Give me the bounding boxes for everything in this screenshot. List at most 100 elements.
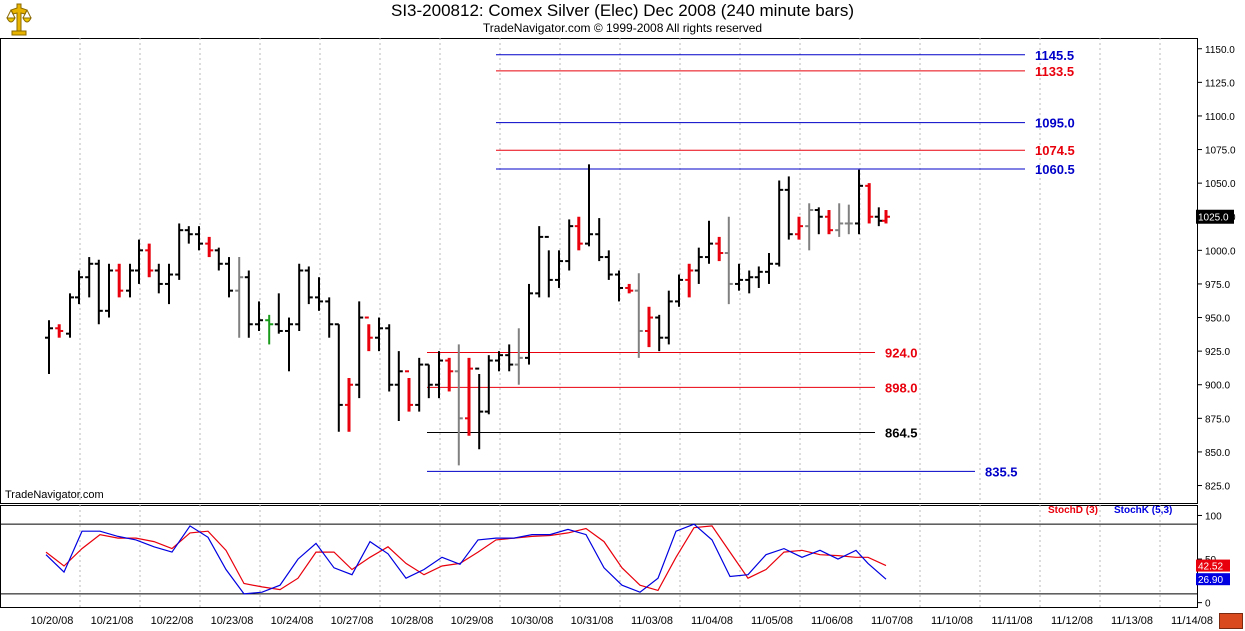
ohlc-bar xyxy=(135,239,143,284)
level-label: 1060.5 xyxy=(1035,162,1075,177)
stoch-last-value-box xyxy=(1196,559,1230,572)
ohlc-bar xyxy=(85,257,94,298)
date-tick-label: 11/10/08 xyxy=(931,615,973,627)
ohlc-bar xyxy=(66,293,74,338)
stoch-axis-label: 0 xyxy=(1205,599,1211,610)
price-axis-label: 1050.0 xyxy=(1205,179,1236,190)
chart-title: SI3-200812: Comex Silver (Elec) Dec 2008… xyxy=(391,1,854,20)
ohlc-bar xyxy=(126,263,134,298)
scroll-right-button[interactable] xyxy=(1219,613,1243,629)
ohlc-bar xyxy=(784,176,793,240)
stoch-series-line xyxy=(45,523,887,595)
stoch-last-value-box xyxy=(1196,573,1230,586)
price-axis: 825.0 850.0 875.0 900.0 925.0 950.0 975.0 1000.… xyxy=(1196,45,1236,493)
ohlc-bar xyxy=(835,203,844,237)
ohlc-bar xyxy=(604,250,613,280)
ohlc-bar xyxy=(255,301,263,331)
ohlc-bar xyxy=(615,270,623,302)
ohlc-bar xyxy=(825,210,833,235)
ohlc-bar xyxy=(424,363,433,399)
date-tick-label: 10/21/08 xyxy=(91,615,134,627)
price-axis-label: 875.0 xyxy=(1205,414,1230,425)
ohlc-bar xyxy=(882,210,890,224)
ohlc-bar xyxy=(585,164,593,247)
ohlc-bar xyxy=(165,263,173,305)
ohlc-bar xyxy=(874,207,883,227)
stoch-series-line xyxy=(45,525,887,592)
price-axis-label: 1075.0 xyxy=(1205,146,1236,157)
level-label: 1074.5 xyxy=(1035,143,1075,158)
ohlc-bar xyxy=(634,273,643,358)
price-axis-label: 1000.0 xyxy=(1205,246,1236,257)
level-label: 864.5 xyxy=(885,425,918,440)
level-label: 1133.5 xyxy=(1035,64,1074,79)
price-axis-label: 975.0 xyxy=(1205,280,1230,291)
date-tick-label: 10/23/08 xyxy=(211,615,254,627)
ohlc-bar xyxy=(45,320,53,374)
ohlc-bar xyxy=(385,324,394,392)
price-bars xyxy=(45,164,890,466)
date-tick-label: 11/04/08 xyxy=(691,615,733,627)
ohlc-bar xyxy=(304,266,313,305)
ohlc-bar xyxy=(844,204,853,235)
date-tick-label: 11/13/08 xyxy=(1111,615,1153,627)
ohlc-bar xyxy=(235,257,244,338)
date-tick-label: 11/12/08 xyxy=(1051,615,1093,627)
ohlc-bar xyxy=(475,367,484,450)
date-tick-label: 11/11/08 xyxy=(991,615,1032,627)
date-tick-label: 10/29/08 xyxy=(451,615,494,627)
legend-stoch-d: StochD (3) xyxy=(1048,505,1098,516)
ohlc-bar xyxy=(445,357,454,392)
legend-stoch-k: StochK (5,3) xyxy=(1114,505,1173,516)
date-axis: 10/20/08 10/21/08 10/22/08 10/23/08 10/24/08… xyxy=(31,615,1213,627)
ohlc-bar xyxy=(394,351,403,422)
price-axis-label: 925.0 xyxy=(1205,347,1230,358)
ohlc-bar xyxy=(375,317,383,352)
ohlc-bar xyxy=(565,219,574,271)
date-tick-label: 11/05/08 xyxy=(751,615,793,627)
ohlc-bar xyxy=(625,283,634,294)
chart-subtitle: TradeNavigator.com © 1999-2008 All right… xyxy=(482,21,763,35)
ohlc-bar xyxy=(715,236,724,262)
price-panel-frame xyxy=(0,38,1198,504)
ohlc-bar xyxy=(315,277,323,311)
ohlc-bar xyxy=(775,180,784,267)
ohlc-bar xyxy=(334,323,343,432)
ohlc-bar xyxy=(415,357,424,412)
ohlc-bar xyxy=(574,216,583,251)
ohlc-bar xyxy=(544,235,553,298)
last-price-label: 1025.0 xyxy=(1198,213,1229,224)
level-label: 1145.5 xyxy=(1035,48,1074,63)
price-axis-label: 950.0 xyxy=(1205,314,1230,325)
ohlc-bar xyxy=(154,263,163,294)
ohlc-bar xyxy=(205,236,214,258)
price-axis-label: 1125.0 xyxy=(1205,78,1235,89)
stoch-axis-label: 100 xyxy=(1205,511,1222,522)
ohlc-bar xyxy=(195,226,203,251)
ohlc-bar xyxy=(55,324,64,338)
date-tick-label: 10/28/08 xyxy=(391,615,434,627)
ohlc-bar xyxy=(244,270,253,338)
watermark: TradeNavigator.com xyxy=(5,489,104,501)
price-axis-label: 1100.0 xyxy=(1205,112,1235,123)
ohlc-bar xyxy=(75,270,83,305)
ohlc-bar xyxy=(865,183,874,224)
date-tick-label: 11/07/08 xyxy=(871,615,913,627)
date-tick-label: 11/03/08 xyxy=(631,615,673,627)
date-tick-label: 10/20/08 xyxy=(31,615,74,627)
ohlc-bar xyxy=(145,243,154,278)
date-tick-label: 10/30/08 xyxy=(511,615,554,627)
stoch-last-value-label: 26.90 xyxy=(1198,575,1223,586)
ohlc-bar xyxy=(345,378,353,432)
ohlc-bar xyxy=(435,351,443,399)
ohlc-bar xyxy=(805,203,814,251)
stoch-panel-frame xyxy=(0,505,1198,608)
ohlc-bar xyxy=(735,263,743,291)
ohlc-bar xyxy=(265,314,274,345)
ohlc-bar xyxy=(214,247,223,271)
ohlc-bar xyxy=(724,216,733,305)
